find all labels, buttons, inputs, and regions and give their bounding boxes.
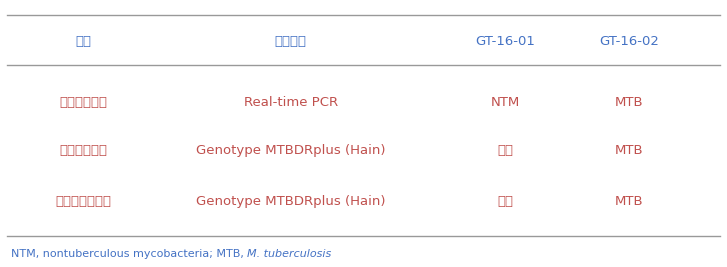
Text: 국립목포병원: 국립목포병원 [60, 96, 108, 109]
Text: 기관: 기관 [76, 35, 92, 48]
Text: 음성: 음성 [497, 144, 513, 157]
Text: GT-16-01: GT-16-01 [475, 35, 535, 48]
Text: 국립마산병원: 국립마산병원 [60, 144, 108, 157]
Text: GT-16-02: GT-16-02 [599, 35, 659, 48]
Text: NTM: NTM [491, 96, 520, 109]
Text: MTB: MTB [614, 144, 643, 157]
Text: MTB: MTB [614, 195, 643, 208]
Text: 검사방법: 검사방법 [275, 35, 307, 48]
Text: Genotype MTBDRplus (Hain): Genotype MTBDRplus (Hain) [196, 195, 385, 208]
Text: M. tuberculosis: M. tuberculosis [247, 249, 332, 259]
Text: 국제결핵연구소: 국제결핵연구소 [55, 195, 112, 208]
Text: NTM, nontuberculous mycobacteria; MTB,: NTM, nontuberculous mycobacteria; MTB, [11, 249, 247, 259]
Text: Real-time PCR: Real-time PCR [244, 96, 338, 109]
Text: 음성: 음성 [497, 195, 513, 208]
Text: MTB: MTB [614, 96, 643, 109]
Text: Genotype MTBDRplus (Hain): Genotype MTBDRplus (Hain) [196, 144, 385, 157]
